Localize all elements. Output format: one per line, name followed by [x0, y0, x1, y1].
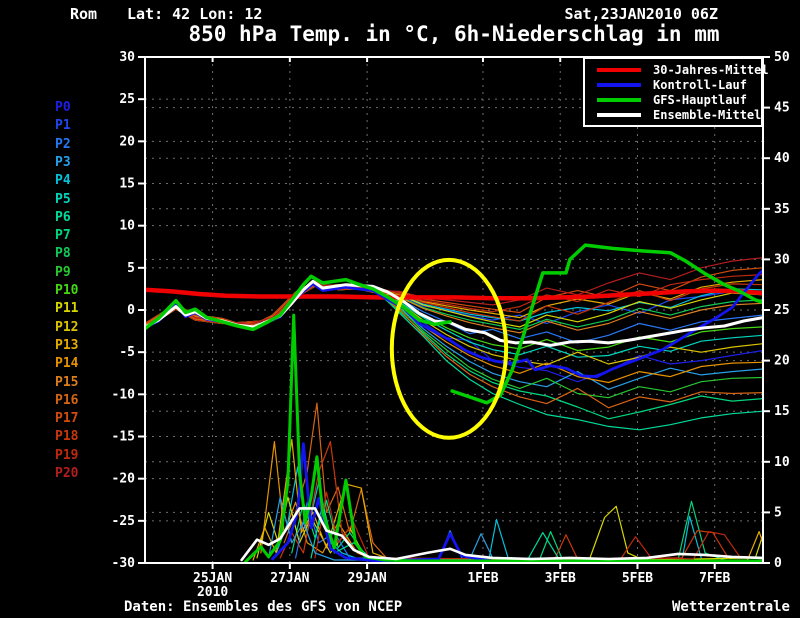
ensemble-member-label: P1	[55, 118, 71, 134]
svg-text:5: 5	[127, 261, 135, 276]
legend-label: 30-Jahres-Mittel	[653, 62, 769, 77]
ensemble-member-label: P9	[55, 264, 71, 280]
ensemble-member-label: P2	[55, 136, 71, 152]
svg-text:10: 10	[774, 455, 790, 470]
svg-text:15: 15	[774, 404, 790, 419]
svg-text:20: 20	[119, 134, 135, 149]
legend-label: GFS-Hauptlauf	[653, 92, 747, 107]
legend-swatch	[597, 112, 641, 117]
svg-text:3FEB: 3FEB	[545, 571, 576, 586]
chart-title: 850 hPa Temp. in °C, 6h-Niederschlag in …	[188, 22, 720, 46]
legend-swatch	[597, 97, 641, 102]
plot-area	[145, 57, 763, 563]
ensemble-member-label: P17	[55, 411, 79, 427]
ensemble-member-label: P3	[55, 154, 71, 170]
provider-name: Wetterzentrale	[671, 599, 790, 615]
svg-text:2010: 2010	[197, 585, 228, 600]
legend-swatch	[597, 67, 641, 72]
ensemble-member-label: P10	[55, 283, 79, 298]
svg-text:50: 50	[774, 50, 790, 65]
svg-text:25JAN: 25JAN	[193, 571, 232, 586]
svg-text:29JAN: 29JAN	[348, 571, 387, 586]
svg-text:-30: -30	[112, 556, 136, 571]
svg-text:-5: -5	[119, 345, 135, 360]
svg-text:-15: -15	[112, 430, 135, 445]
legend-item: 30-Jahres-Mittel	[597, 62, 769, 77]
svg-text:40: 40	[774, 151, 790, 166]
svg-text:20: 20	[774, 354, 790, 369]
svg-text:0: 0	[127, 303, 135, 318]
ensemble-member-label: P8	[55, 246, 71, 262]
legend-swatch	[597, 82, 641, 87]
svg-text:35: 35	[774, 202, 790, 217]
svg-text:5: 5	[774, 505, 782, 520]
svg-text:0: 0	[774, 556, 782, 571]
run-datetime: Sat,23JAN2010 06Z	[564, 5, 718, 23]
ensemble-member-label: P5	[55, 191, 71, 207]
ensemble-member-label: P7	[55, 228, 71, 244]
ensemble-member-label: P6	[55, 209, 71, 225]
legend-item: GFS-Hauptlauf	[597, 92, 761, 107]
ensemble-member-label: P4	[55, 173, 71, 189]
station-name: Rom	[70, 5, 98, 23]
svg-text:-10: -10	[112, 387, 136, 402]
ensemble-member-label: P0	[55, 100, 71, 115]
ensemble-member-label: P18	[55, 429, 79, 445]
ensemble-member-label: P12	[55, 319, 79, 335]
ensemble-member-label: P20	[55, 466, 79, 481]
legend-label: Ensemble-Mittel	[653, 107, 762, 122]
svg-text:27JAN: 27JAN	[270, 571, 309, 586]
svg-text:5FEB: 5FEB	[622, 571, 653, 586]
svg-text:-20: -20	[112, 472, 136, 487]
svg-text:10: 10	[119, 219, 135, 234]
legend-label: Kontroll-Lauf	[653, 77, 747, 92]
legend-item: Ensemble-Mittel	[597, 107, 761, 122]
svg-text:-25: -25	[112, 514, 135, 529]
legend-item: Kontroll-Lauf	[597, 77, 761, 92]
svg-text:15: 15	[119, 177, 135, 192]
svg-text:1FEB: 1FEB	[467, 571, 498, 586]
data-source-note: Daten: Ensembles des GFS von NCEP	[124, 599, 403, 615]
svg-text:25: 25	[119, 92, 135, 107]
svg-text:25: 25	[774, 303, 790, 318]
ensemble-member-label: P11	[55, 301, 79, 317]
svg-text:30: 30	[119, 50, 135, 65]
chart-legend: 30-Jahres-Mittel Kontroll-Lauf GFS-Hauptla…	[583, 57, 769, 127]
ensemble-member-label: P16	[55, 392, 79, 408]
station-coordinates: Lat: 42 Lon: 12	[127, 5, 263, 23]
ensemble-member-label: P13	[55, 337, 79, 353]
ensemble-member-label: P19	[55, 447, 79, 463]
svg-text:45: 45	[774, 101, 790, 116]
svg-text:30: 30	[774, 252, 790, 267]
svg-text:7FEB: 7FEB	[699, 571, 730, 586]
ensemble-member-label: P14	[55, 356, 79, 372]
ensemble-member-label: P15	[55, 374, 79, 390]
highlight-ellipse-annotation	[389, 257, 509, 440]
